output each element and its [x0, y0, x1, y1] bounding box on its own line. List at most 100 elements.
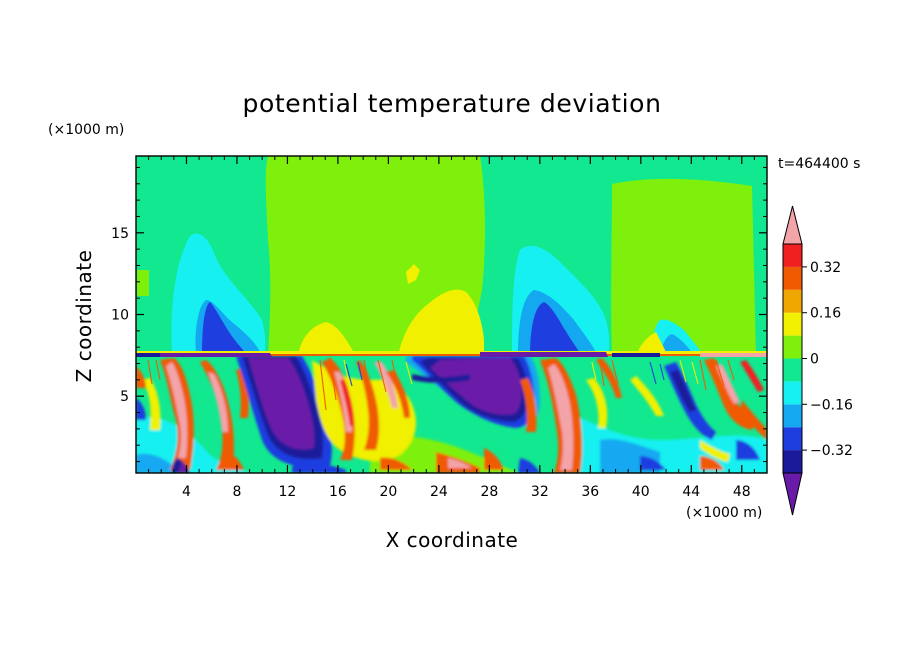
x-tick-label: 32 [531, 484, 549, 500]
inversion-band [612, 353, 660, 357]
colorbar-segment [783, 312, 802, 336]
surface-feature [700, 456, 724, 470]
inversion-band [136, 351, 767, 356]
surface-feature [736, 440, 760, 460]
inversion-band [136, 354, 767, 356]
y-tick-label: 15 [111, 226, 129, 242]
warm-plume [356, 360, 379, 450]
cool-lobe [171, 233, 266, 356]
cold-anomaly [248, 358, 315, 450]
colorbar-label: 0 [810, 352, 819, 368]
surface-feature [518, 458, 540, 473]
lower-patch [136, 417, 260, 473]
time-label: t=464400 s [778, 156, 860, 172]
colorbar-extend-low [782, 472, 803, 516]
warm-plume [334, 372, 352, 432]
colorbar-segment [783, 404, 802, 428]
warm-blob [406, 264, 420, 284]
cool-lobe [660, 334, 694, 356]
x-tick-label: 4 [182, 484, 191, 500]
cool-lobe [202, 302, 248, 356]
y-tick-label: 10 [111, 308, 129, 324]
warm-plume [142, 378, 161, 430]
warm-plume [548, 364, 574, 470]
warm-plume [716, 364, 740, 404]
surface-feature [222, 450, 244, 470]
cold-anomaly [670, 370, 696, 412]
colorbar-segment [783, 335, 802, 359]
surface-feature [178, 462, 188, 473]
colorbar-extend-high [782, 205, 803, 245]
x-tick-label: 12 [279, 484, 297, 500]
warm-plume [374, 362, 398, 408]
colorbar-label: 0.32 [810, 260, 841, 276]
colorbar-segment [783, 266, 802, 290]
warm-plume [322, 358, 355, 460]
x-tick-label: 36 [581, 484, 599, 500]
x-unit-label: (×1000 m) [686, 505, 762, 521]
colorbar-segment [783, 381, 802, 405]
x-tick-label: 48 [733, 484, 751, 500]
lower-patch [136, 453, 180, 473]
colorbar-segment [783, 358, 802, 382]
warm-plume [740, 360, 764, 392]
warm-plume [166, 362, 188, 458]
y-axis-label: Z coordinate [72, 250, 96, 383]
colorbar-label: 0.16 [810, 306, 841, 322]
y-unit-label: (×1000 m) [48, 122, 124, 138]
y-tick-label: 5 [120, 389, 129, 405]
warm-plume [520, 378, 537, 432]
colorbar-label: −0.16 [810, 397, 853, 413]
warm-plume [596, 358, 622, 398]
colorbar-label: −0.32 [810, 443, 853, 459]
x-tick-label: 44 [682, 484, 700, 500]
colorbar-segment [783, 244, 802, 267]
warm-plume [340, 380, 354, 426]
surface-feature [448, 458, 472, 468]
warm-plume [200, 360, 234, 470]
warm-plume [386, 370, 410, 418]
x-axis-label: X coordinate [386, 528, 519, 552]
lower-layer [136, 353, 767, 473]
warm-blob [298, 322, 356, 356]
surface-feature [292, 463, 346, 473]
inversion-band [160, 353, 272, 357]
inversion-band [700, 353, 767, 357]
inversion-band [480, 352, 608, 357]
striations [147, 357, 735, 411]
surface-feature [136, 398, 146, 420]
surface-feature [604, 447, 636, 460]
contour-field [136, 156, 767, 473]
surface-feature [136, 366, 146, 388]
surface-feature [484, 448, 504, 470]
warm-plume [700, 440, 730, 462]
striation [147, 357, 735, 411]
warm-plume [630, 376, 664, 416]
x-tick-label: 8 [232, 484, 241, 500]
inversion-band [136, 353, 160, 357]
striation [315, 359, 699, 397]
warm-plume [740, 400, 767, 440]
surface-feature [640, 456, 666, 470]
x-tick-label: 20 [379, 484, 397, 500]
cool-lobe [530, 302, 582, 356]
colorbar-segment [783, 450, 802, 473]
colorbar-segment [783, 289, 802, 313]
x-tick-label: 24 [430, 484, 448, 500]
colorbar-segment [783, 427, 802, 451]
x-axis: 4 8 12 16 20 24 28 32 36 40 44 48 [148, 156, 755, 500]
warm-plume [208, 372, 228, 432]
striation [345, 361, 665, 387]
warm-plume [586, 378, 608, 428]
y-axis: 5 10 15 [111, 166, 767, 463]
cold-anomaly [430, 358, 522, 415]
warm-blob [398, 289, 484, 356]
warm-blob [636, 332, 668, 356]
upper-warm-region [611, 178, 756, 356]
warm-blob [137, 270, 149, 296]
chart-title: potential temperature deviation [242, 89, 661, 118]
x-tick-label: 40 [632, 484, 650, 500]
colorbar: 0.32 0.16 0 −0.16 −0.32 [782, 205, 853, 516]
cold-anomaly [412, 374, 470, 383]
